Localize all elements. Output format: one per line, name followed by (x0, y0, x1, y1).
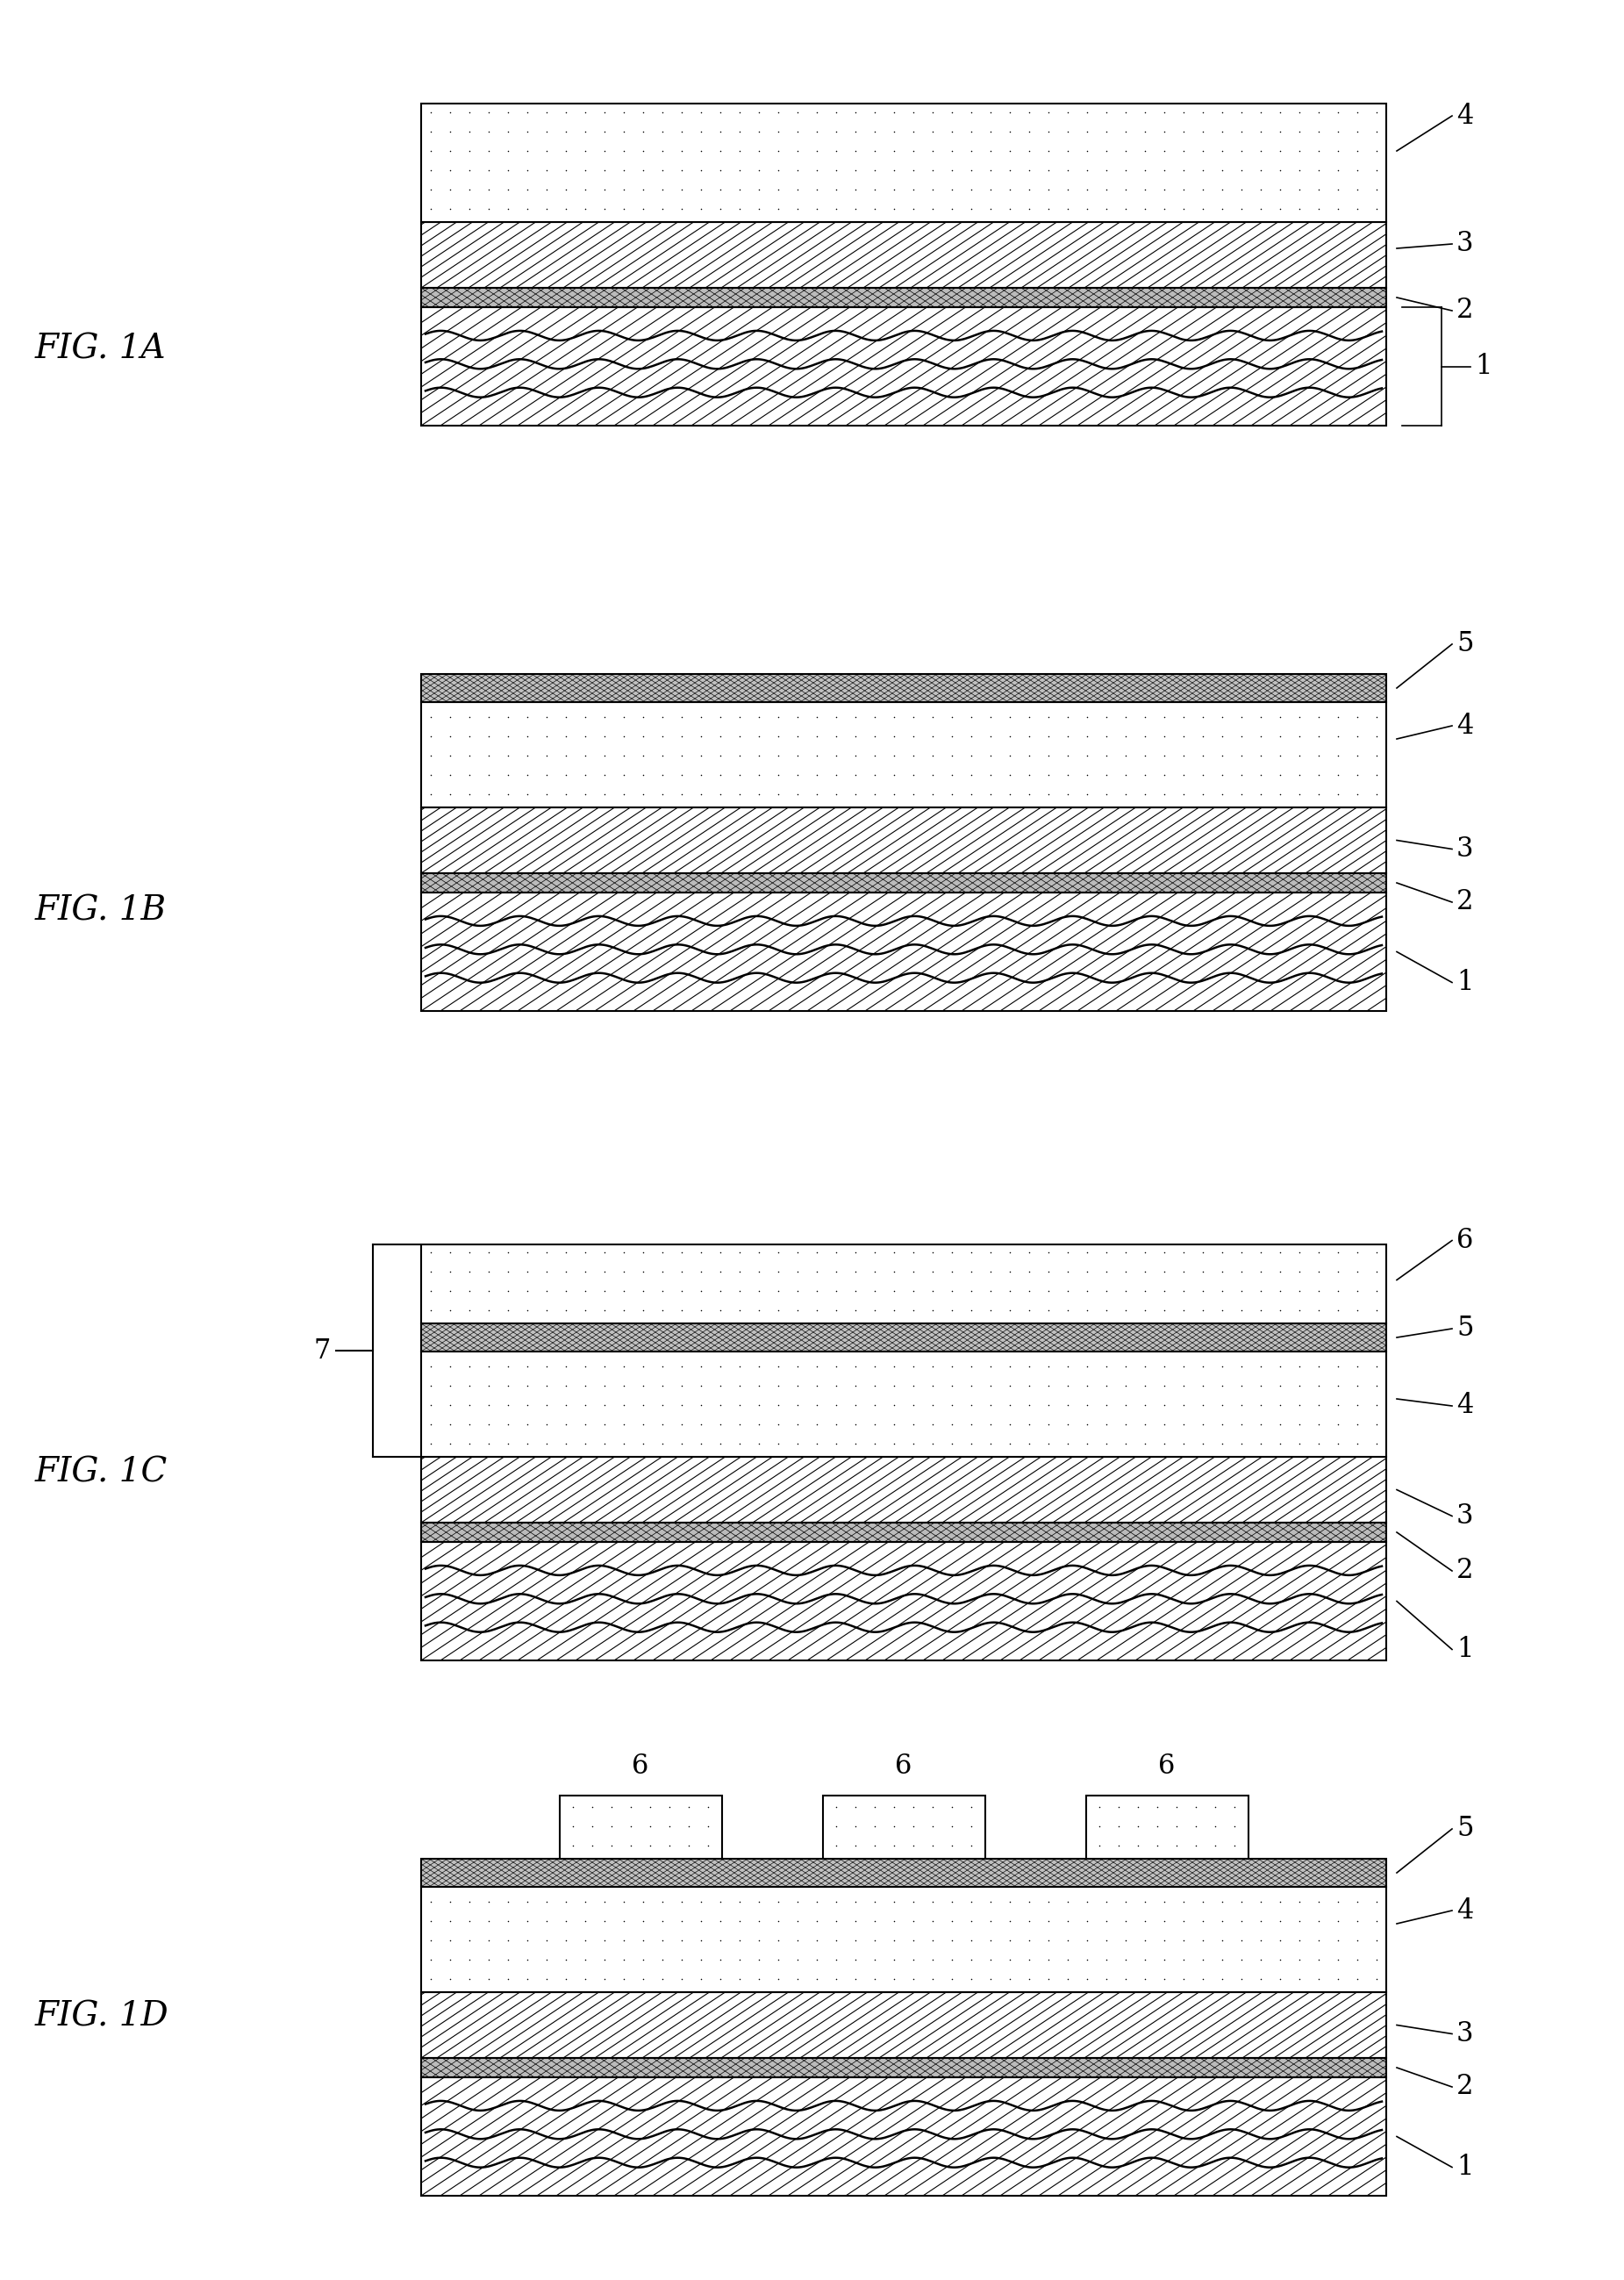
Text: 4: 4 (1457, 1897, 1473, 1924)
Bar (421, 873, 1387, 891)
Text: 2: 2 (1457, 1557, 1473, 1585)
Bar (421, 1322, 1387, 1352)
Bar (421, 1541, 1387, 1660)
Text: FIG. 1C: FIG. 1C (36, 1457, 167, 1489)
Text: 7: 7 (313, 1336, 331, 1363)
Bar (421, 1541, 1387, 1660)
Text: 3: 3 (1457, 1503, 1473, 1530)
Bar (421, 1523, 1387, 1541)
Bar (421, 1858, 1387, 1888)
Text: 6: 6 (1457, 1227, 1473, 1254)
Text: 6: 6 (632, 1753, 650, 1781)
Bar (421, 1523, 1387, 1541)
Text: FIG. 1B: FIG. 1B (36, 894, 167, 928)
Text: 2: 2 (1457, 2073, 1473, 2100)
Bar (421, 221, 1387, 287)
Bar (421, 1322, 1387, 1352)
Bar (421, 675, 1387, 702)
Bar (421, 287, 1387, 308)
Bar (421, 1245, 1387, 1322)
Bar (421, 807, 1387, 873)
Text: 1: 1 (1457, 969, 1473, 996)
Bar (421, 1457, 1387, 1523)
Text: 1: 1 (1457, 1635, 1473, 1662)
Bar (421, 103, 1387, 221)
Bar (822, 1797, 984, 1858)
Bar (559, 1797, 721, 1858)
Bar (421, 675, 1387, 702)
Bar (421, 891, 1387, 1010)
Text: 6: 6 (895, 1753, 913, 1781)
Bar (421, 308, 1387, 426)
Text: 2: 2 (1457, 296, 1473, 324)
Bar (421, 1858, 1387, 1888)
Bar (421, 873, 1387, 891)
Text: 5: 5 (1457, 1316, 1473, 1343)
Bar (421, 221, 1387, 287)
Bar (421, 2059, 1387, 2077)
Text: 5: 5 (1457, 1815, 1473, 1842)
Text: FIG. 1A: FIG. 1A (36, 333, 166, 365)
Bar (421, 2077, 1387, 2196)
Bar (421, 2077, 1387, 2196)
Bar (1086, 1797, 1249, 1858)
Text: 1: 1 (1475, 353, 1492, 381)
Bar (421, 807, 1387, 873)
Text: 4: 4 (1457, 1393, 1473, 1420)
Text: 3: 3 (1457, 2020, 1473, 2047)
Bar (421, 308, 1387, 426)
Bar (421, 1993, 1387, 2059)
Bar (421, 702, 1387, 807)
Text: 5: 5 (1457, 632, 1473, 657)
Bar (421, 1993, 1387, 2059)
Bar (421, 891, 1387, 1010)
Bar (421, 1457, 1387, 1523)
Bar (421, 1888, 1387, 1993)
Text: 6: 6 (1158, 1753, 1176, 1781)
Text: 2: 2 (1457, 889, 1473, 917)
Text: FIG. 1D: FIG. 1D (36, 2000, 169, 2034)
Text: 1: 1 (1457, 2155, 1473, 2182)
Text: 4: 4 (1457, 103, 1473, 130)
Bar (421, 1352, 1387, 1457)
Bar (421, 2059, 1387, 2077)
Bar (421, 287, 1387, 308)
Text: 3: 3 (1457, 230, 1473, 258)
Text: 4: 4 (1457, 711, 1473, 739)
Text: 3: 3 (1457, 834, 1473, 862)
